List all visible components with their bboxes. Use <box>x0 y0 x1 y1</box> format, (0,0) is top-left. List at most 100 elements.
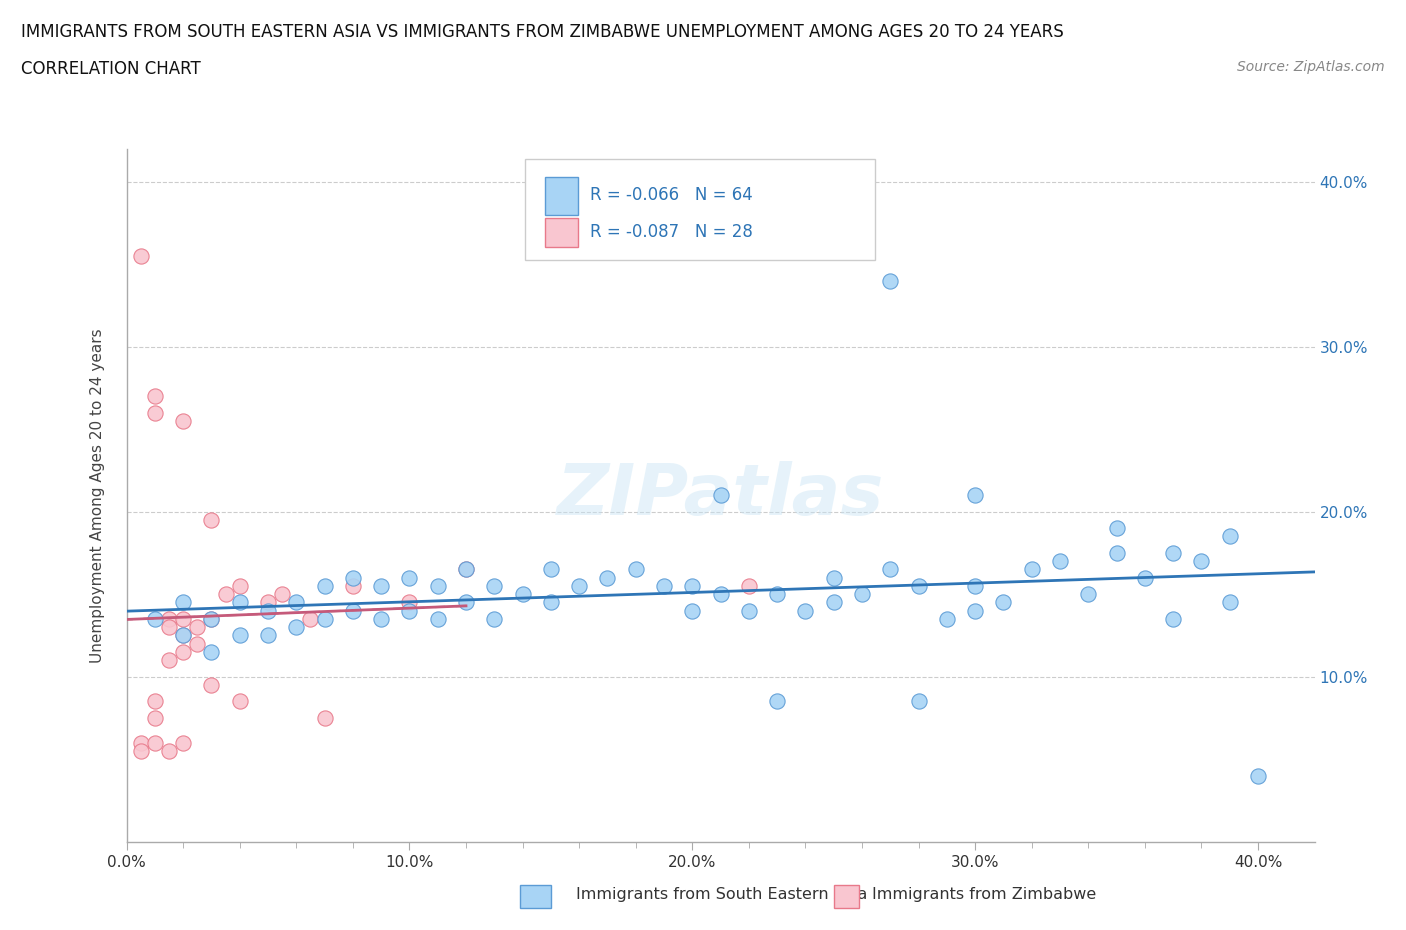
Point <box>200 677 222 692</box>
Point <box>214 587 236 602</box>
Point <box>794 604 817 618</box>
Point <box>454 562 477 577</box>
Point <box>285 619 308 634</box>
Point <box>200 612 222 627</box>
Point <box>540 595 562 610</box>
Point <box>143 694 166 709</box>
Text: R = -0.087   N = 28: R = -0.087 N = 28 <box>591 223 752 241</box>
Point <box>172 628 194 643</box>
Point <box>143 405 166 420</box>
Point <box>709 488 731 503</box>
Point <box>143 612 166 627</box>
Point <box>907 578 929 593</box>
Point <box>342 570 364 585</box>
Point <box>1161 612 1184 627</box>
Y-axis label: Unemployment Among Ages 20 to 24 years: Unemployment Among Ages 20 to 24 years <box>90 328 105 662</box>
Text: ZIPatlas: ZIPatlas <box>557 460 884 530</box>
Point <box>1105 521 1128 536</box>
Point <box>1133 570 1156 585</box>
Point <box>1021 562 1043 577</box>
Point <box>965 488 987 503</box>
Point <box>823 595 845 610</box>
Point <box>681 578 703 593</box>
Point <box>172 736 194 751</box>
Point <box>200 644 222 659</box>
Text: R = -0.066   N = 64: R = -0.066 N = 64 <box>591 186 752 205</box>
FancyBboxPatch shape <box>524 159 875 259</box>
Point <box>879 273 901 288</box>
Point <box>454 595 477 610</box>
Point <box>129 743 152 758</box>
Point <box>228 628 250 643</box>
Point <box>157 653 180 668</box>
Point <box>370 578 392 593</box>
Point <box>342 578 364 593</box>
Point <box>738 578 761 593</box>
Point <box>200 612 222 627</box>
Point <box>652 578 675 593</box>
Point <box>129 736 152 751</box>
Point <box>426 612 449 627</box>
Point <box>157 619 180 634</box>
Point <box>157 743 180 758</box>
Bar <box>544 177 578 215</box>
Point <box>257 628 280 643</box>
Point <box>370 612 392 627</box>
Point <box>823 570 845 585</box>
Point <box>879 562 901 577</box>
Text: CORRELATION CHART: CORRELATION CHART <box>21 60 201 78</box>
Point <box>143 711 166 725</box>
Point <box>907 694 929 709</box>
Point <box>257 604 280 618</box>
Point <box>596 570 619 585</box>
Point <box>766 694 789 709</box>
Point <box>1247 768 1270 783</box>
Point <box>1191 553 1213 568</box>
Point <box>186 636 208 651</box>
Point <box>314 578 336 593</box>
Point <box>1219 529 1241 544</box>
Point <box>851 587 873 602</box>
Bar <box>544 219 578 247</box>
Text: IMMIGRANTS FROM SOUTH EASTERN ASIA VS IMMIGRANTS FROM ZIMBABWE UNEMPLOYMENT AMON: IMMIGRANTS FROM SOUTH EASTERN ASIA VS IM… <box>21 23 1064 41</box>
Point <box>186 619 208 634</box>
Point <box>200 512 222 527</box>
Point <box>172 414 194 429</box>
Point <box>285 595 308 610</box>
Point <box>1161 546 1184 561</box>
Point <box>157 612 180 627</box>
Point <box>681 604 703 618</box>
Point <box>398 570 420 585</box>
Point <box>299 612 322 627</box>
Point <box>568 578 591 593</box>
Point <box>454 562 477 577</box>
Point <box>228 578 250 593</box>
Point <box>398 604 420 618</box>
Point <box>314 711 336 725</box>
Point <box>172 595 194 610</box>
Point <box>965 604 987 618</box>
Point <box>143 389 166 404</box>
Point <box>228 694 250 709</box>
Point <box>172 644 194 659</box>
Point <box>228 595 250 610</box>
Text: Immigrants from Zimbabwe: Immigrants from Zimbabwe <box>872 887 1095 902</box>
Point <box>129 248 152 263</box>
Text: Source: ZipAtlas.com: Source: ZipAtlas.com <box>1237 60 1385 74</box>
Point <box>398 595 420 610</box>
Point <box>935 612 957 627</box>
Point <box>257 595 280 610</box>
Point <box>484 612 506 627</box>
Point <box>484 578 506 593</box>
Point <box>1105 546 1128 561</box>
Point <box>624 562 647 577</box>
Point <box>993 595 1015 610</box>
Point <box>143 736 166 751</box>
Point <box>426 578 449 593</box>
Point <box>738 604 761 618</box>
Point <box>540 562 562 577</box>
Point <box>1077 587 1099 602</box>
Point <box>965 578 987 593</box>
Point <box>709 587 731 602</box>
Point <box>342 604 364 618</box>
